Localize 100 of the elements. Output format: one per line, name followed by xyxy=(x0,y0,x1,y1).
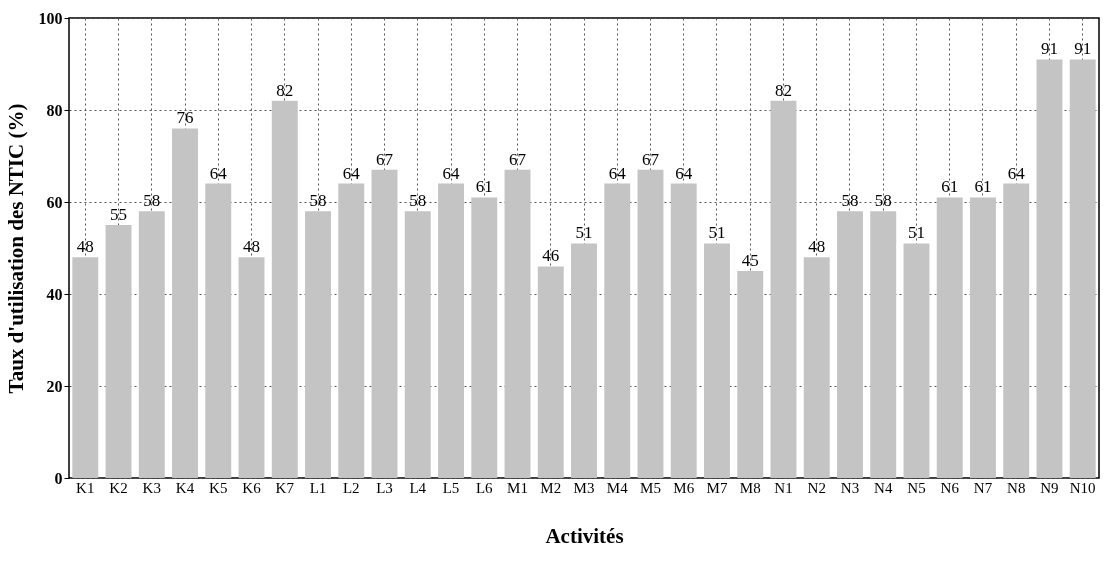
x-tick-label: M1 xyxy=(507,479,528,496)
x-tick-label: L2 xyxy=(342,479,360,496)
y-tick-label: 100 xyxy=(38,9,63,27)
x-tick-label: L6 xyxy=(475,479,494,496)
data-label: 91 xyxy=(1040,39,1058,59)
bar xyxy=(770,100,797,478)
x-tick-label: N10 xyxy=(1069,479,1096,496)
x-tick-label: K2 xyxy=(109,479,128,496)
y-tick-label: 40 xyxy=(46,285,63,303)
data-label: 64 xyxy=(675,163,693,183)
x-tick-label: L4 xyxy=(409,479,427,496)
data-label: 48 xyxy=(243,237,261,257)
x-tick-label: M8 xyxy=(739,479,761,496)
bar xyxy=(870,211,897,478)
x-tick-label: K5 xyxy=(209,479,228,496)
data-label: 45 xyxy=(741,251,759,270)
x-tick-label: M5 xyxy=(640,479,661,496)
data-label: 48 xyxy=(76,237,94,257)
x-tick-label: K1 xyxy=(76,479,95,496)
x-tick-label: N1 xyxy=(774,479,793,496)
bar xyxy=(172,128,198,478)
bar xyxy=(504,169,531,478)
bar xyxy=(438,183,464,478)
bar xyxy=(138,211,165,478)
x-tick-label: M7 xyxy=(706,479,728,496)
y-tick-label: 20 xyxy=(46,377,63,395)
bar xyxy=(471,197,498,478)
x-tick-label: N5 xyxy=(907,479,926,496)
data-label: 51 xyxy=(907,223,925,243)
x-tick-label: N6 xyxy=(940,479,960,496)
bar xyxy=(837,211,863,478)
bar xyxy=(970,197,996,478)
bar xyxy=(305,211,331,478)
x-tick-label: N8 xyxy=(1007,479,1026,496)
x-tick-label: L3 xyxy=(376,479,393,496)
data-label: 55 xyxy=(110,205,128,224)
x-tick-label: K4 xyxy=(175,479,195,496)
data-label: 51 xyxy=(575,223,593,243)
bar xyxy=(1003,183,1030,478)
bar xyxy=(537,266,564,478)
y-tick-label: 0 xyxy=(54,469,63,487)
data-label: 58 xyxy=(409,191,427,211)
x-tick-label: L5 xyxy=(442,479,460,496)
x-tick-label: K6 xyxy=(242,479,262,496)
x-tick-label: N3 xyxy=(840,479,860,496)
data-label: 58 xyxy=(143,191,161,211)
data-label: 58 xyxy=(874,191,892,211)
bar xyxy=(903,243,930,478)
x-tick-label: N9 xyxy=(1040,479,1059,496)
data-label: 64 xyxy=(342,163,361,183)
x-tick-label: N7 xyxy=(973,479,993,496)
x-tick-label: M4 xyxy=(606,479,629,496)
bar xyxy=(637,169,664,478)
data-label: 67 xyxy=(376,149,394,169)
bar xyxy=(238,257,265,478)
bar xyxy=(803,257,830,478)
data-label: 61 xyxy=(941,177,959,197)
bar xyxy=(371,169,398,478)
x-tick-label: M2 xyxy=(540,479,562,496)
x-tick-label: L1 xyxy=(309,479,327,496)
x-tick-label: N4 xyxy=(874,479,893,496)
data-label: 64 xyxy=(209,163,228,183)
data-label: 58 xyxy=(309,191,327,211)
x-tick-label: K7 xyxy=(275,479,295,496)
data-label: 61 xyxy=(974,177,992,197)
bar xyxy=(670,183,697,478)
data-label: 91 xyxy=(1074,39,1092,59)
data-label: 61 xyxy=(475,177,493,197)
bar xyxy=(604,183,631,478)
bar xyxy=(1036,59,1063,478)
bar xyxy=(404,211,431,478)
y-tick-label: 60 xyxy=(46,193,63,211)
data-label: 51 xyxy=(708,223,726,243)
y-tick-label: 80 xyxy=(46,101,63,119)
y-axis-title: Taux d'utilisation des NTIC (%) xyxy=(3,103,28,394)
x-tick-label: M3 xyxy=(573,479,595,496)
bar xyxy=(571,243,597,478)
data-label: 64 xyxy=(442,163,461,183)
bar xyxy=(105,225,132,478)
data-label: 67 xyxy=(641,149,660,169)
data-label: 64 xyxy=(608,163,627,183)
data-label: 48 xyxy=(808,237,826,257)
x-tick-label: K3 xyxy=(142,479,161,496)
data-label: 67 xyxy=(509,149,527,169)
x-tick-label: N2 xyxy=(807,479,826,496)
bar xyxy=(704,243,730,478)
bar xyxy=(72,257,99,478)
x-tick-label: M6 xyxy=(673,479,695,496)
data-label: 58 xyxy=(841,191,859,211)
data-label: 82 xyxy=(276,80,294,100)
bar xyxy=(205,183,232,478)
data-label: 64 xyxy=(1007,163,1026,183)
bar xyxy=(338,183,365,478)
bar xyxy=(737,271,764,478)
data-label: 82 xyxy=(774,80,792,100)
data-label: 76 xyxy=(176,108,194,128)
bar xyxy=(936,197,963,478)
data-label: 46 xyxy=(542,246,560,266)
bar xyxy=(271,100,298,478)
bar xyxy=(1069,59,1096,478)
